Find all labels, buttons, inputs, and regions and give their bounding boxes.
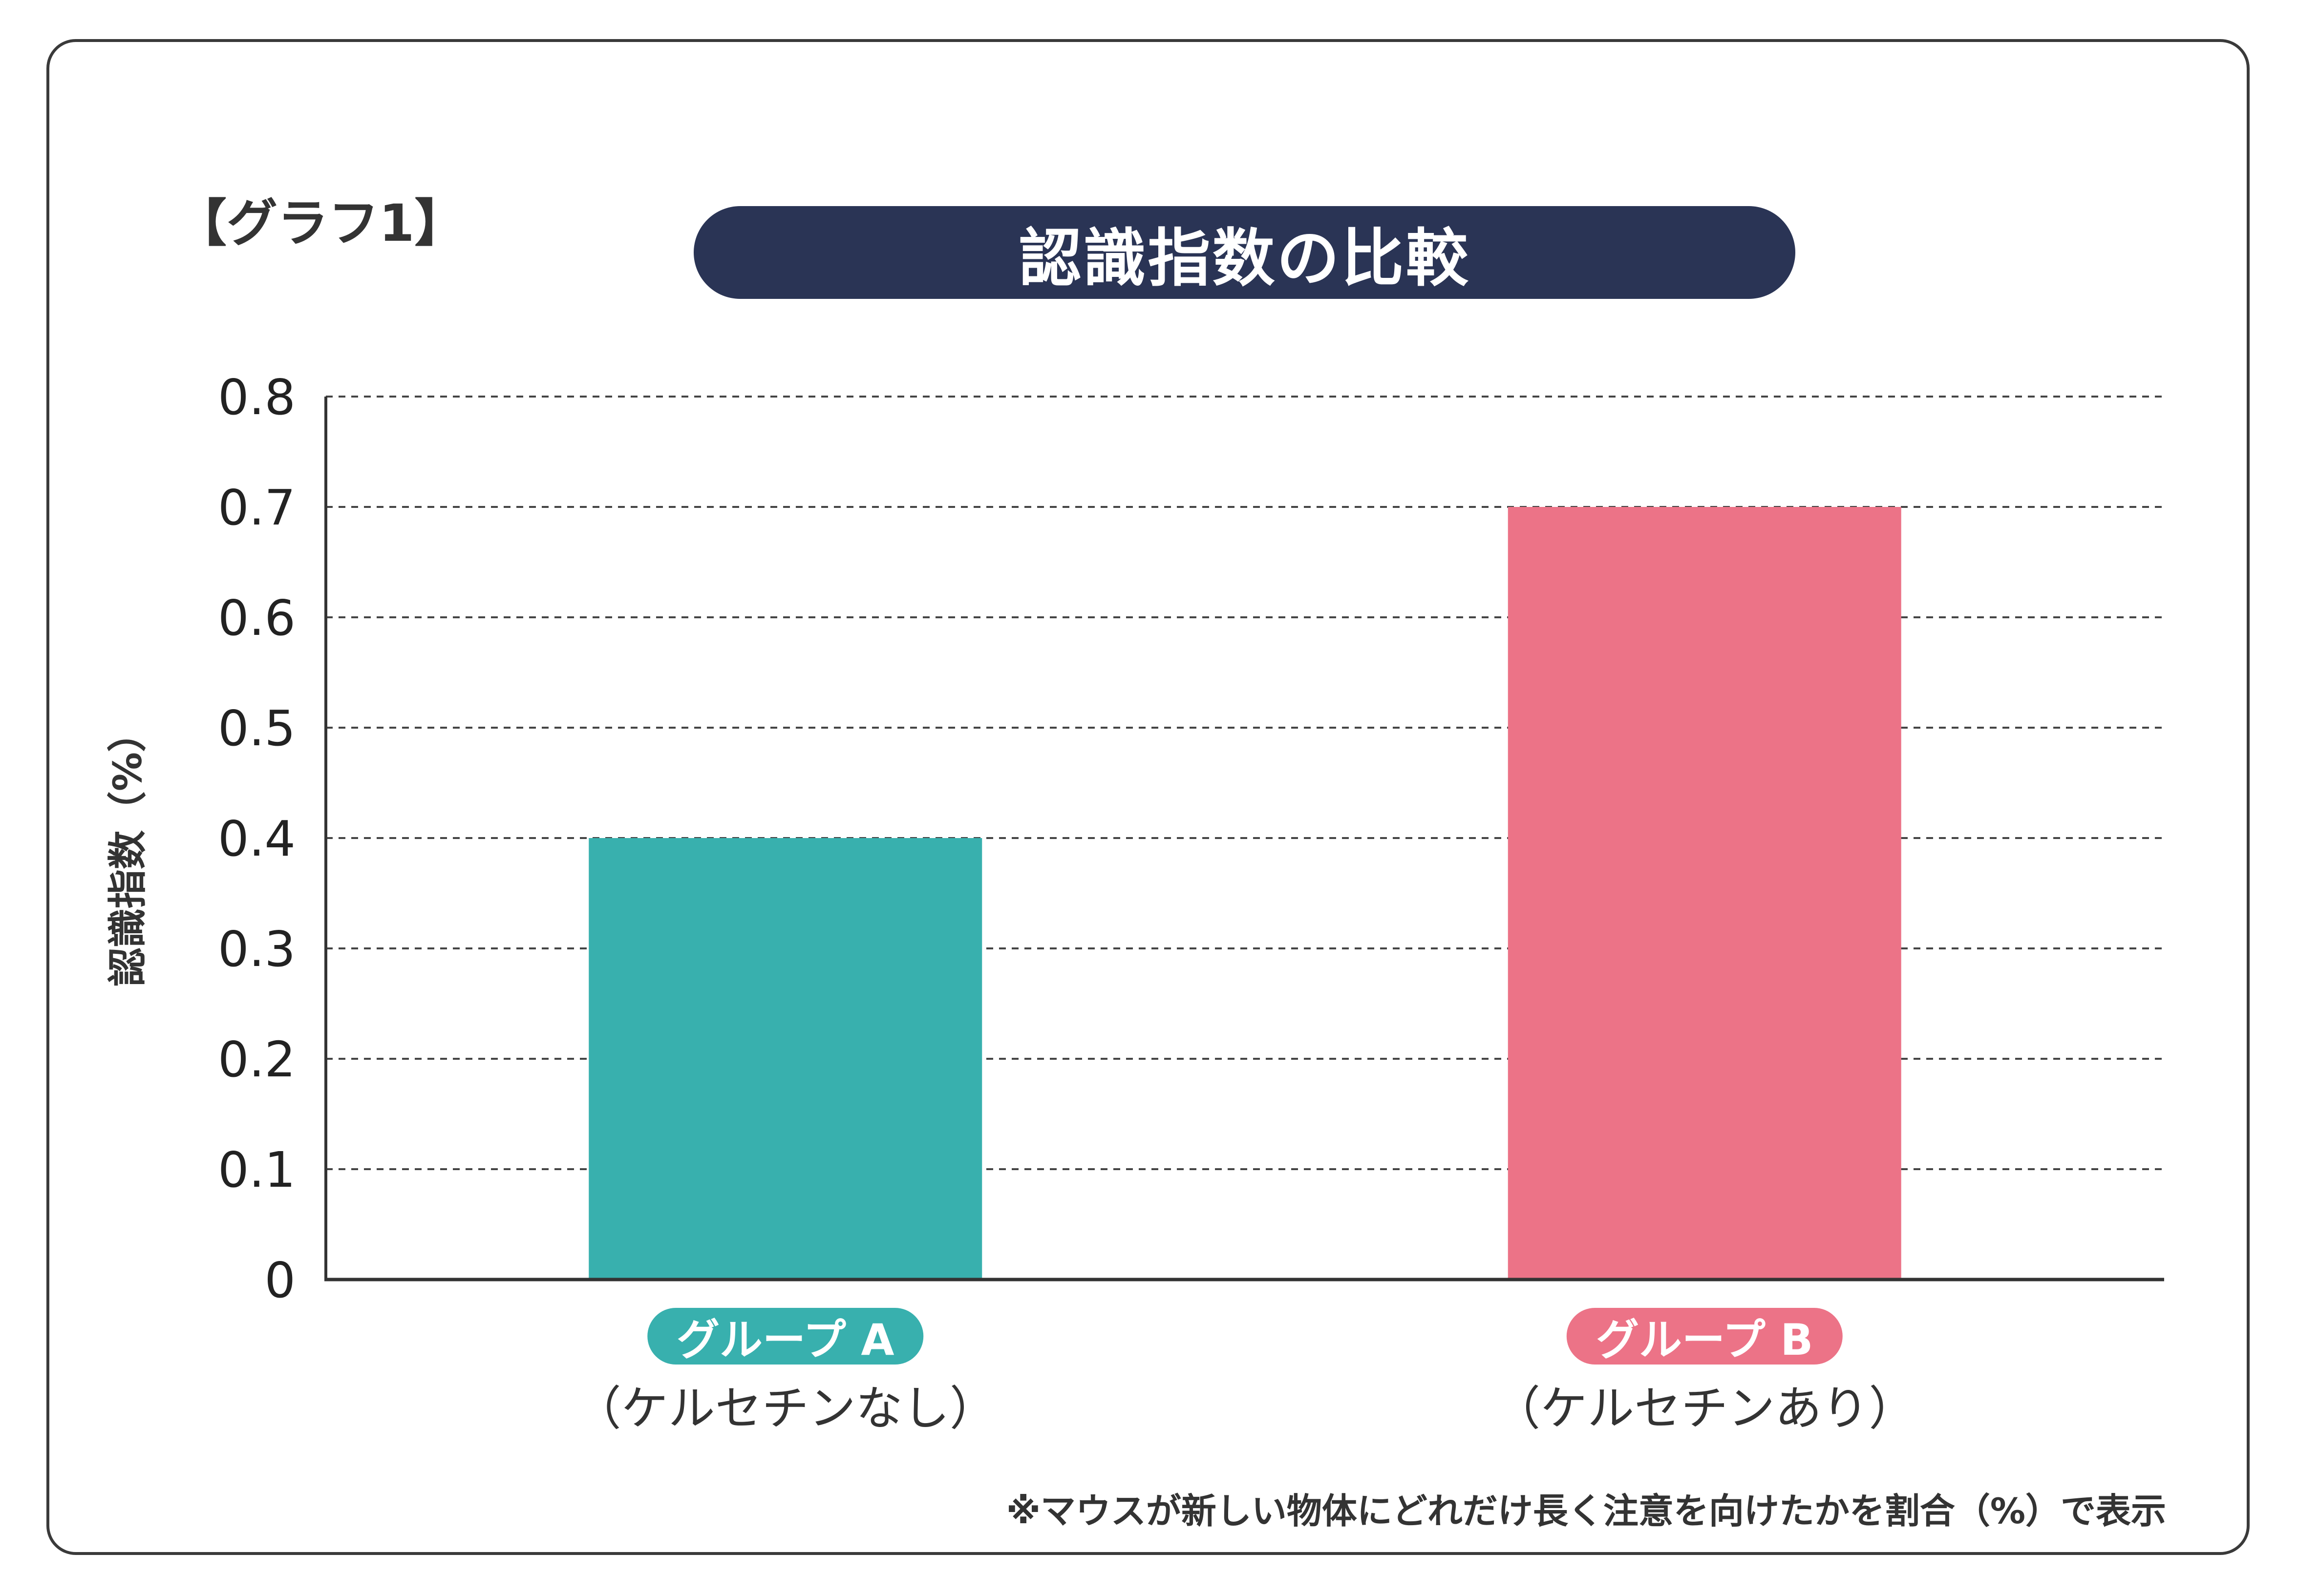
y-tick-label-8: 0.8 — [218, 369, 296, 426]
y-tick-label-6: 0.6 — [218, 589, 296, 647]
chart-title-text: 認識指数の比較 — [1019, 222, 1470, 295]
y-tick-label-2: 0.2 — [218, 1031, 296, 1088]
bar-group-b — [1508, 507, 1901, 1280]
y-tick-label-7: 0.7 — [218, 479, 296, 536]
category-sublabel-group-b: （ケルセチンあり） — [1493, 1381, 1916, 1436]
y-tick-label-3: 0.3 — [218, 921, 296, 978]
chart-title: 認識指数の比較 — [694, 206, 1795, 299]
bar-group-a — [589, 838, 982, 1280]
category-label-group-a: グループ A — [647, 1308, 924, 1365]
footnote: ※マウスが新しい物体にどれだけ長く注意を向けたかを割合（%）で表示 — [1006, 1491, 2166, 1532]
category-label-group-b: グループ B — [1567, 1308, 1843, 1365]
graph-tag: 【グラフ1】 — [176, 193, 466, 253]
y-tick-label-1: 0.1 — [218, 1141, 296, 1198]
y-tick-label-0: 0 — [264, 1252, 296, 1309]
y-tick-label-5: 0.5 — [218, 700, 296, 757]
y-tick-label-4: 0.4 — [218, 810, 296, 867]
category-sublabel-group-a: （ケルセチンなし） — [574, 1381, 997, 1436]
